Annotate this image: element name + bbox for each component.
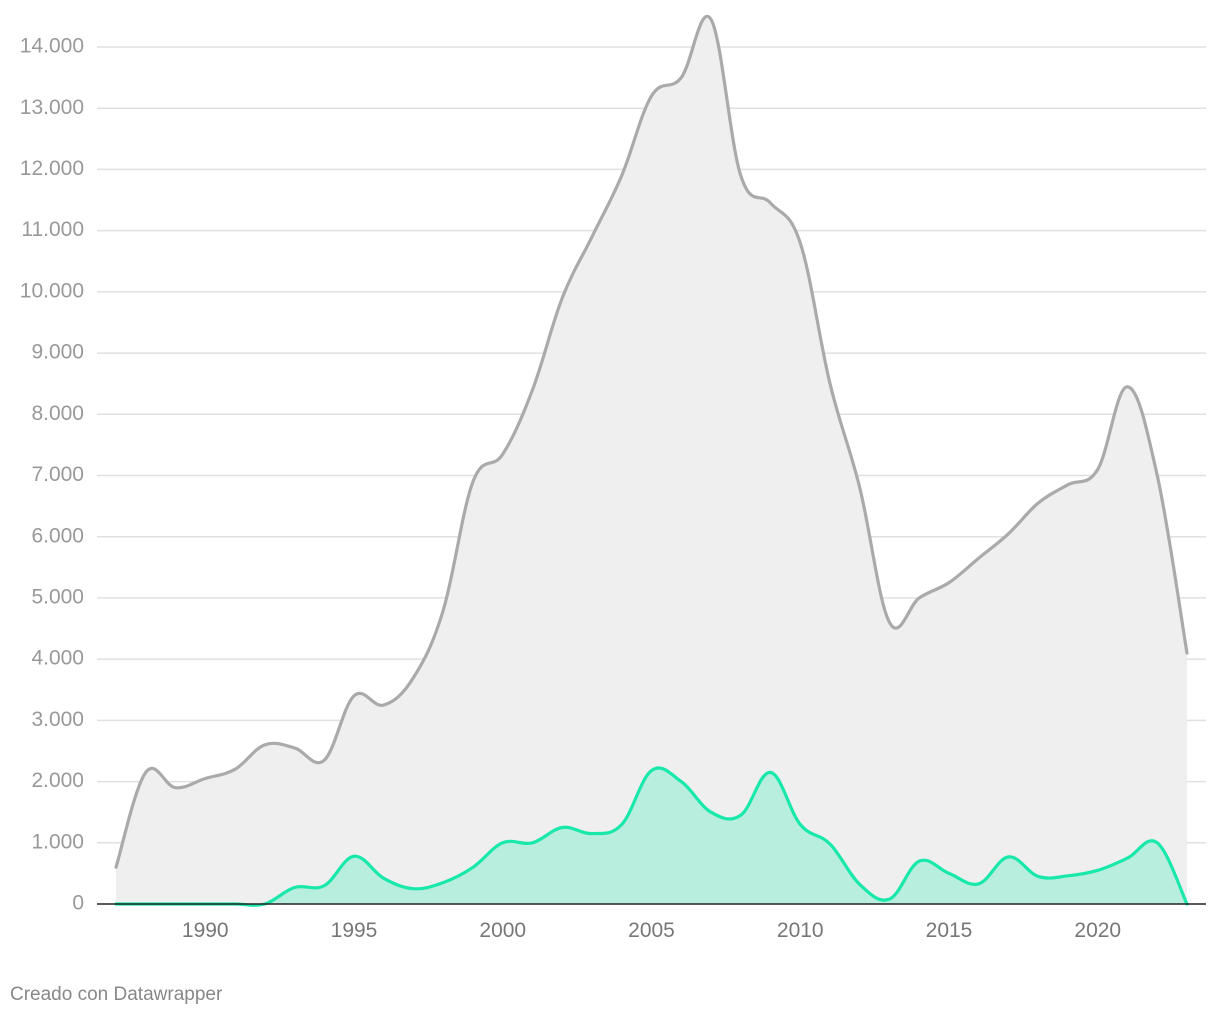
x-tick-label: 2020 [1074, 919, 1121, 942]
y-tick-label: 0 [72, 892, 84, 915]
y-tick-label: 9.000 [31, 341, 84, 364]
y-tick-label: 5.000 [31, 585, 84, 608]
x-tick-label: 1995 [331, 919, 378, 942]
x-axis-ticks: 1990 1995 2000 2005 2010 2015 2020 [182, 919, 1121, 942]
y-tick-label: 13.000 [20, 96, 84, 119]
y-tick-label: 12.000 [20, 157, 84, 180]
series-1-area [116, 16, 1187, 905]
x-tick-label: 2015 [926, 919, 973, 942]
y-tick-label: 8.000 [31, 402, 84, 425]
y-tick-label: 3.000 [31, 708, 84, 731]
x-tick-label: 2005 [628, 919, 675, 942]
y-tick-label: 1.000 [31, 830, 84, 853]
x-tick-label: 2000 [479, 919, 526, 942]
series-areas [116, 16, 1187, 906]
y-tick-label: 10.000 [20, 279, 84, 302]
y-tick-label: 2.000 [31, 769, 84, 792]
x-tick-label: 1990 [182, 919, 229, 942]
footer-credit: Creado con Datawrapper [10, 984, 223, 1005]
y-tick-label: 7.000 [31, 463, 84, 486]
series-1-line [114, 14, 1189, 869]
y-tick-label: 4.000 [31, 647, 84, 670]
y-tick-label: 6.000 [31, 524, 84, 547]
series-lines [114, 14, 1189, 907]
y-axis-ticks: 0 1.000 2.000 3.000 4.000 5.000 6.000 7.000 8.00… [20, 35, 84, 915]
series-2-area [116, 767, 1187, 906]
area-chart: 0 1.000 2.000 3.000 4.000 5.000 6.000 7.000 8.00… [20, 14, 1206, 942]
y-tick-label: 14.000 [20, 35, 84, 58]
x-tick-label: 2010 [777, 919, 824, 942]
y-tick-label: 11.000 [21, 218, 84, 241]
series-2-line [114, 766, 1189, 907]
